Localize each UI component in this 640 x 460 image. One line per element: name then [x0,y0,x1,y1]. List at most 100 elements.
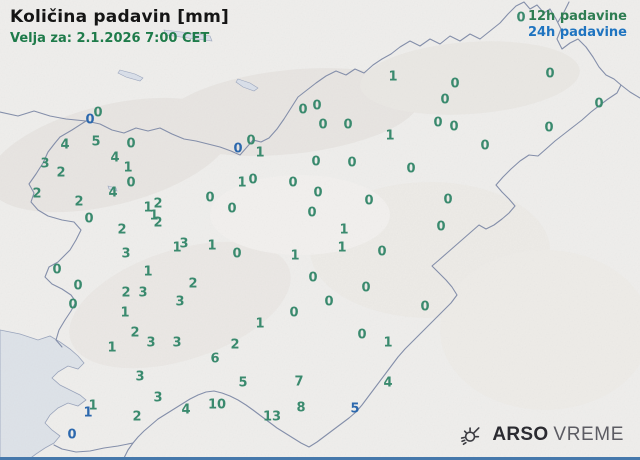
station-value-12h: 1 [388,69,398,85]
station-value-12h: 1 [120,305,130,321]
station-value-12h: 1 [290,248,300,264]
station-value-12h: 2 [153,215,163,231]
station-value-12h: 3 [146,335,156,351]
station-value-24h: 1 [83,405,93,421]
station-value-12h: 0 [84,211,94,227]
station-value-12h: 2 [153,196,163,212]
page-title: Količina padavin [mm] [10,7,229,27]
station-value-12h: 3 [138,285,148,301]
station-value-12h: 7 [294,374,304,390]
station-value-12h: 0 [377,244,387,260]
station-value-12h: 0 [406,161,416,177]
valid-time: Velja za: 2.1.2026 7:00 CET [10,31,210,46]
station-value-12h: 1 [172,240,182,256]
station-value-12h: 0 [357,327,367,343]
station-value-12h: 5 [91,134,101,150]
station-value-12h: 1 [255,316,265,332]
station-value-12h: 3 [40,156,50,172]
station-value-12h: 1 [207,238,217,254]
station-value-12h: 0 [440,92,450,108]
station-value-12h: 0 [443,192,453,208]
station-value-12h: 0 [205,190,215,206]
legend-24h-label: 24h padavine [527,25,627,40]
station-value-12h: 0 [312,98,322,114]
station-value-12h: 0 [288,175,298,191]
station-value-12h: 0 [73,278,83,294]
station-value-12h: 3 [153,390,163,406]
station-value-12h: 0 [545,66,555,82]
station-value-12h: 3 [172,335,182,351]
station-value-12h: 1 [337,240,347,256]
station-value-24h: 5 [350,401,360,417]
station-value-12h: 1 [255,145,265,161]
station-value-12h: 1 [149,208,159,224]
station-value-12h: 5 [238,375,248,391]
agency-name: ARSO [492,424,549,445]
station-value-12h: 0 [311,154,321,170]
station-value-12h: 1 [143,264,153,280]
station-value-12h: 13 [262,409,282,425]
station-value-12h: 0 [289,305,299,321]
station-value-12h: 0 [318,117,328,133]
station-value-12h: 1 [143,200,153,216]
station-value-12h: 0 [313,185,323,201]
station-value-12h: 0 [126,136,136,152]
station-value-12h: 4 [383,375,393,391]
station-value-12h: 0 [433,115,443,131]
station-value-12h: 0 [298,102,308,118]
station-value-12h: 2 [121,285,131,301]
station-value-12h: 2 [130,325,140,341]
product-name: VREME [553,424,624,445]
station-value-12h: 0 [68,297,78,313]
station-value-12h: 1 [383,335,393,351]
station-value-12h: 0 [52,262,62,278]
station-value-12h: 0 [347,155,357,171]
station-value-12h: 1 [107,340,117,356]
station-value-12h: 0 [420,299,430,315]
station-value-12h: 0 [307,205,317,221]
station-value-12h: 3 [121,246,131,262]
station-value-12h: 0 [450,76,460,92]
station-value-12h: 4 [108,185,118,201]
station-value-12h: 4 [181,402,191,418]
station-value-12h: 6 [210,351,220,367]
station-value-12h: 0 [227,201,237,217]
legend-12h-label: 12h padavine [527,9,627,24]
station-value-12h: 0 [343,117,353,133]
station-value-12h: 1 [88,398,98,414]
station-value-12h: 0 [308,270,318,286]
station-value-12h: 0 [126,175,136,191]
station-value-12h: 0 [232,246,242,262]
station-value-12h: 3 [175,294,185,310]
station-value-12h: 0 [544,120,554,136]
station-value-12h: 8 [296,400,306,416]
station-value-12h: 3 [135,369,145,385]
station-value-12h: 0 [480,138,490,154]
legend: 12h padavine 24h padavine [528,9,627,41]
station-value-12h: 3 [179,236,189,252]
station-value-24h: 0 [233,141,243,157]
station-value-12h: 0 [361,280,371,296]
station-value-12h: 1 [385,128,395,144]
station-value-12h: 1 [237,175,247,191]
station-value-12h: 2 [117,222,127,238]
station-value-12h: 2 [132,409,142,425]
station-value-12h: 0 [246,133,256,149]
station-value-12h: 0 [324,294,334,310]
station-value-12h: 0 [449,119,459,135]
station-value-24h: 0 [67,427,77,443]
station-value-24h: 0 [85,112,95,128]
sun-weather-icon [461,427,480,446]
station-value-12h: 1 [339,222,349,238]
station-value-12h: 0 [364,193,374,209]
station-value-12h: 2 [74,194,84,210]
station-value-12h: 1 [123,160,133,176]
station-value-12h: 4 [60,137,70,153]
station-value-12h: 2 [32,186,42,202]
station-value-12h: 0 [594,96,604,112]
station-value-12h: 10 [207,397,227,413]
